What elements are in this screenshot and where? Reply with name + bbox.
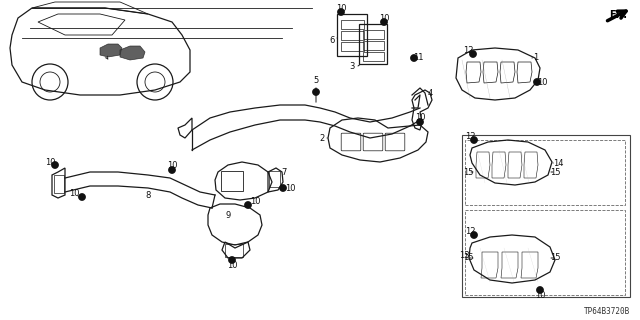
Circle shape [534,78,541,85]
Text: 1: 1 [533,52,539,61]
Text: 2: 2 [319,133,324,142]
Text: 7: 7 [282,167,287,177]
Text: 10: 10 [415,113,425,122]
Circle shape [410,54,417,61]
Text: 10: 10 [379,13,389,22]
Polygon shape [100,44,122,57]
Circle shape [280,185,287,191]
Polygon shape [120,46,145,60]
Text: 12: 12 [463,45,473,54]
Circle shape [417,118,424,125]
Text: 10: 10 [167,161,177,170]
Text: 15: 15 [463,167,473,177]
Text: 10: 10 [537,77,547,86]
Circle shape [79,194,86,201]
Text: 12: 12 [465,132,476,140]
Text: FR.: FR. [609,10,627,20]
Text: 10: 10 [68,189,79,198]
Text: 10: 10 [227,260,237,269]
Text: 3: 3 [349,61,355,70]
Text: TP64B3720B: TP64B3720B [584,308,630,316]
Text: 15: 15 [550,167,560,177]
Text: 15: 15 [550,253,560,262]
Circle shape [470,51,477,58]
Text: 5: 5 [314,76,319,84]
Circle shape [228,257,236,263]
Text: 11: 11 [413,52,423,61]
Text: 8: 8 [145,191,150,201]
Text: 6: 6 [330,36,335,44]
Text: 10: 10 [535,292,545,300]
Text: 9: 9 [225,211,230,220]
Text: 15: 15 [463,253,473,262]
Circle shape [244,202,252,209]
Circle shape [312,89,319,95]
Circle shape [168,166,175,173]
Text: 10: 10 [285,183,295,193]
Circle shape [536,286,543,293]
Text: 13: 13 [459,251,469,260]
Text: 12: 12 [465,227,476,236]
Text: 10: 10 [336,4,346,12]
Circle shape [381,19,387,26]
Circle shape [51,162,58,169]
Circle shape [470,137,477,143]
Text: 14: 14 [553,158,563,167]
Text: 4: 4 [428,89,433,98]
Text: 10: 10 [250,197,260,206]
Circle shape [470,231,477,238]
Text: 10: 10 [45,157,55,166]
Circle shape [337,9,344,15]
